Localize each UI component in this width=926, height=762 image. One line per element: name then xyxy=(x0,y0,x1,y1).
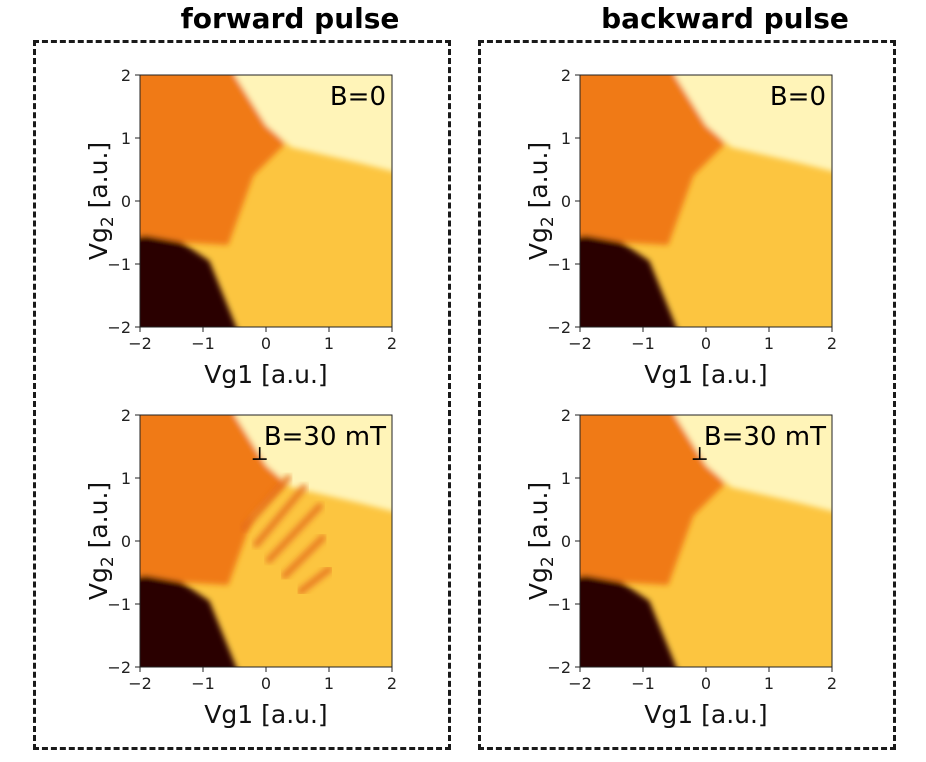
y-tick-label: −1 xyxy=(547,255,571,274)
y-tick-label: 1 xyxy=(561,129,571,148)
y-tick-label: 1 xyxy=(561,469,571,488)
region-dark xyxy=(140,575,237,667)
region-light xyxy=(234,75,392,172)
y-axis-label: Vg2 [a.u.] xyxy=(524,482,558,600)
y-tick-label: 2 xyxy=(561,406,571,425)
x-tick-label: 2 xyxy=(827,334,837,353)
x-tick-label: 0 xyxy=(261,334,271,353)
field-annotation: B=0 xyxy=(770,82,826,112)
y-tick-label: 2 xyxy=(121,406,131,425)
field-annotation: B=30 mT xyxy=(264,422,386,452)
x-tick-label: −2 xyxy=(568,334,592,353)
field-annotation: B=30 mT xyxy=(704,422,826,452)
y-tick-label: −1 xyxy=(107,595,131,614)
y-tick-label: 0 xyxy=(121,192,131,211)
backward-pulse-frame xyxy=(478,40,896,750)
region-light xyxy=(674,415,832,512)
forward-pulse-frame xyxy=(33,40,451,750)
x-axis-label: Vg1 [a.u.] xyxy=(204,360,327,389)
heatmap-panel-backward-b0: −2 −1 0 1 2 −2 −1 0 1 2 Vg1 [a.u.] Vg2 [a.u.] B=0 xyxy=(524,66,837,389)
x-tick-label: 1 xyxy=(764,334,774,353)
y-tick-label: −2 xyxy=(547,318,571,337)
x-tick-label: 1 xyxy=(764,674,774,693)
x-tick-label: −1 xyxy=(191,334,215,353)
y-tick-label: −2 xyxy=(107,318,131,337)
region-dark xyxy=(580,235,677,327)
region-orange xyxy=(580,75,725,246)
region-dark xyxy=(140,235,237,327)
x-axis-label: Vg1 [a.u.] xyxy=(644,700,767,729)
y-tick-label: 0 xyxy=(561,192,571,211)
x-tick-label: 0 xyxy=(261,674,271,693)
region-dark xyxy=(580,575,677,667)
heatmap-image xyxy=(580,415,832,667)
x-tick-label: −2 xyxy=(128,674,152,693)
x-tick-label: 0 xyxy=(701,334,711,353)
y-tick-label: −2 xyxy=(107,658,131,677)
x-tick-label: 2 xyxy=(827,674,837,693)
region-orange xyxy=(140,75,285,246)
y-tick-label: 0 xyxy=(561,532,571,551)
marker-symbol xyxy=(692,447,707,460)
heatmap-panel-forward-b30: −2 −1 0 1 2 −2 −1 0 1 2 Vg1 [a.u.] Vg2 [a.u.] B=30 m… xyxy=(84,406,397,729)
x-tick-label: 2 xyxy=(387,674,397,693)
y-axis-label: Vg2 [a.u.] xyxy=(524,142,558,260)
y-tick-label: −1 xyxy=(107,255,131,274)
marker-symbol xyxy=(252,447,267,460)
y-axis-label: Vg2 [a.u.] xyxy=(84,142,118,260)
fringe-line xyxy=(253,483,308,548)
x-tick-label: 2 xyxy=(387,334,397,353)
fringe-line xyxy=(297,565,333,595)
y-tick-label: 2 xyxy=(121,66,131,85)
region-light xyxy=(234,415,392,512)
region-orange xyxy=(140,415,285,586)
x-axis-label: Vg1 [a.u.] xyxy=(644,360,767,389)
region-orange xyxy=(580,415,725,586)
heatmap-image xyxy=(140,75,392,327)
y-tick-label: 1 xyxy=(121,129,131,148)
x-tick-label: −1 xyxy=(191,674,215,693)
field-annotation: B=0 xyxy=(330,82,386,112)
y-tick-label: 2 xyxy=(561,66,571,85)
x-tick-label: 1 xyxy=(324,674,334,693)
fringe-line xyxy=(265,502,324,564)
x-tick-label: −1 xyxy=(631,334,655,353)
x-tick-label: −1 xyxy=(631,674,655,693)
x-tick-label: −2 xyxy=(128,334,152,353)
fringe-line xyxy=(281,534,327,580)
x-axis-label: Vg1 [a.u.] xyxy=(204,700,327,729)
x-tick-label: 1 xyxy=(324,334,334,353)
fringe-line xyxy=(240,474,292,532)
heatmap-image xyxy=(580,75,832,327)
heatmap-image xyxy=(140,415,392,667)
region-light xyxy=(674,75,832,172)
x-tick-label: −2 xyxy=(568,674,592,693)
y-axis-label: Vg2 [a.u.] xyxy=(84,482,118,600)
heatmap-panel-forward-b0: −2 −1 0 1 2 −2 −1 0 1 2 Vg1 [a.u.] Vg2 [a.u.] B=0 xyxy=(84,66,397,389)
y-tick-label: −2 xyxy=(547,658,571,677)
y-tick-label: 1 xyxy=(121,469,131,488)
column-title-forward: forward pulse xyxy=(180,2,400,35)
y-tick-label: −1 xyxy=(547,595,571,614)
heatmap-panel-backward-b30: −2 −1 0 1 2 −2 −1 0 1 2 Vg1 [a.u.] Vg2 [a.u.] B=30 m… xyxy=(524,406,837,729)
column-title-backward: backward pulse xyxy=(601,2,849,35)
y-tick-label: 0 xyxy=(121,532,131,551)
x-tick-label: 0 xyxy=(701,674,711,693)
